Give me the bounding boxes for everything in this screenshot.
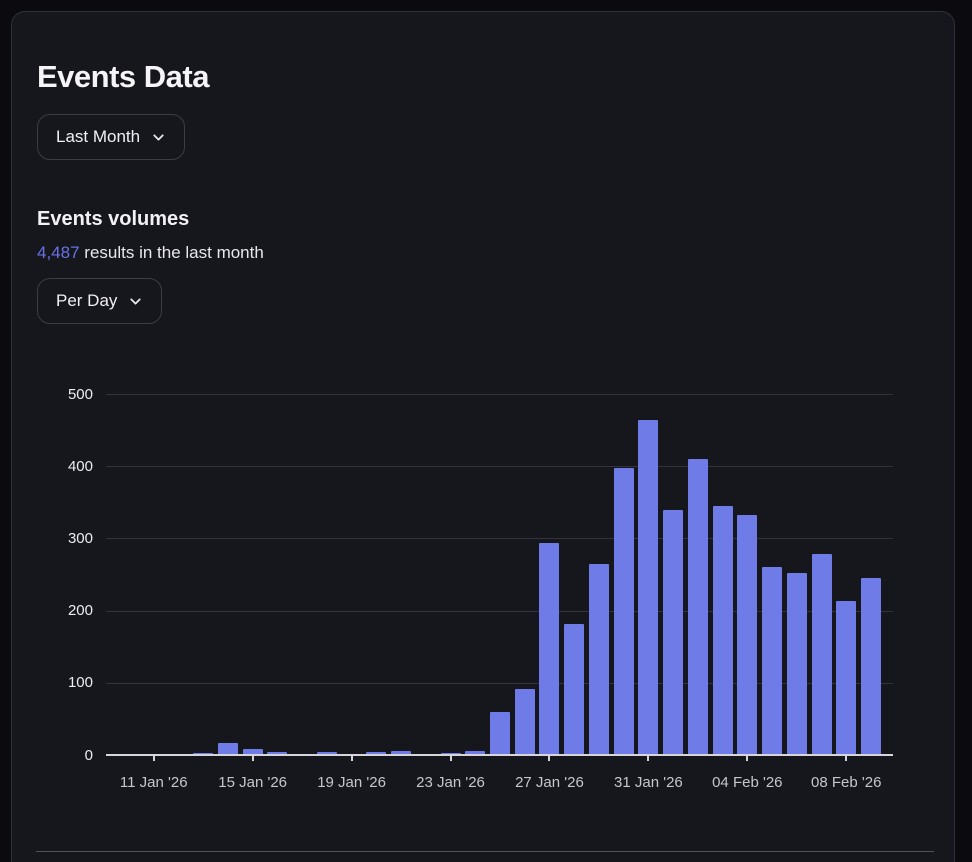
y-axis-label-500: 500	[67, 385, 93, 403]
bar-21-jan-26[interactable]	[391, 751, 412, 755]
bar-19-jan-26[interactable]	[341, 754, 362, 755]
chevron-down-icon	[128, 294, 143, 309]
x-axis-label: 04 Feb '26	[712, 774, 783, 791]
bar-05-feb-26[interactable]	[762, 567, 783, 755]
bar-22-jan-26[interactable]	[415, 754, 436, 755]
gridline-y-400	[106, 466, 893, 468]
bar-23-jan-26[interactable]	[440, 752, 461, 755]
bar-29-jan-26[interactable]	[588, 563, 609, 755]
bar-14-jan-26[interactable]	[217, 743, 238, 755]
y-axis-label-200: 200	[67, 602, 93, 620]
bar-12-jan-26[interactable]	[168, 754, 189, 755]
events-volume-chart: 0 100 200 300 400 500 11 Jan '26 15 Jan '26 19 J…	[12, 12, 956, 862]
events-data-panel: Events Data Last Month Events volumes 4,…	[11, 11, 955, 862]
bar-30-jan-26[interactable]	[613, 467, 634, 755]
x-axis-label: 31 Jan '26	[614, 774, 683, 791]
bar-07-feb-26[interactable]	[811, 553, 832, 755]
bar-09-feb-26[interactable]	[860, 578, 881, 755]
bar-02-feb-26[interactable]	[687, 458, 708, 755]
y-axis-label-100: 100	[67, 674, 93, 692]
bar-26-jan-26[interactable]	[514, 689, 535, 755]
x-axis-tick	[350, 756, 353, 761]
x-axis-label: 15 Jan '26	[218, 774, 288, 791]
bar-06-feb-26[interactable]	[786, 573, 807, 755]
x-axis-label: 23 Jan '26	[416, 774, 485, 791]
bar-08-feb-26[interactable]	[836, 601, 857, 755]
results-summary-text: results in the last month	[84, 243, 264, 262]
bar-03-feb-26[interactable]	[712, 505, 733, 755]
page-title: Events Data	[37, 58, 209, 94]
x-axis-tick	[152, 756, 155, 761]
bar-01-feb-26[interactable]	[663, 509, 684, 755]
x-axis-label: 11 Jan '26	[119, 774, 188, 791]
x-axis-label: 08 Feb '26	[811, 774, 882, 791]
date-range-dropdown-label: Last Month	[56, 127, 141, 146]
interval-dropdown-label: Per Day	[56, 291, 118, 310]
bar-20-jan-26[interactable]	[366, 752, 387, 755]
bar-13-jan-26[interactable]	[193, 752, 214, 755]
x-axis-tick	[845, 756, 848, 761]
events-volumes-heading: Events volumes	[37, 207, 190, 230]
x-axis-tick	[251, 756, 254, 761]
x-axis-tick	[647, 756, 650, 761]
y-axis-label-0: 0	[84, 746, 93, 764]
x-axis-tick	[548, 756, 551, 761]
results-summary: 4,487 results in the last month	[37, 243, 264, 263]
y-axis-label-400: 400	[67, 457, 93, 475]
bar-16-jan-26[interactable]	[267, 752, 288, 755]
bar-17-jan-26[interactable]	[292, 754, 313, 755]
bar-31-jan-26[interactable]	[638, 419, 659, 755]
x-axis-tick	[746, 756, 749, 761]
gridline-y-300	[106, 538, 893, 540]
x-axis-label: 19 Jan '26	[317, 774, 386, 791]
results-count: 4,487	[37, 243, 80, 262]
chevron-down-icon	[151, 130, 166, 145]
section-divider	[36, 851, 934, 852]
x-axis-label: 27 Jan '26	[515, 774, 584, 791]
interval-dropdown[interactable]: Per Day	[37, 278, 163, 324]
bar-27-jan-26[interactable]	[539, 542, 560, 755]
bar-15-jan-26[interactable]	[242, 748, 263, 755]
bar-24-jan-26[interactable]	[465, 751, 486, 755]
bar-18-jan-26[interactable]	[316, 752, 337, 755]
x-axis-tick	[449, 756, 452, 761]
date-range-dropdown[interactable]: Last Month	[37, 114, 186, 160]
bar-25-jan-26[interactable]	[489, 712, 510, 755]
bar-28-jan-26[interactable]	[564, 623, 585, 755]
bar-04-feb-26[interactable]	[737, 514, 758, 755]
y-axis-label-300: 300	[67, 529, 93, 547]
gridline-y-500	[106, 394, 893, 395]
